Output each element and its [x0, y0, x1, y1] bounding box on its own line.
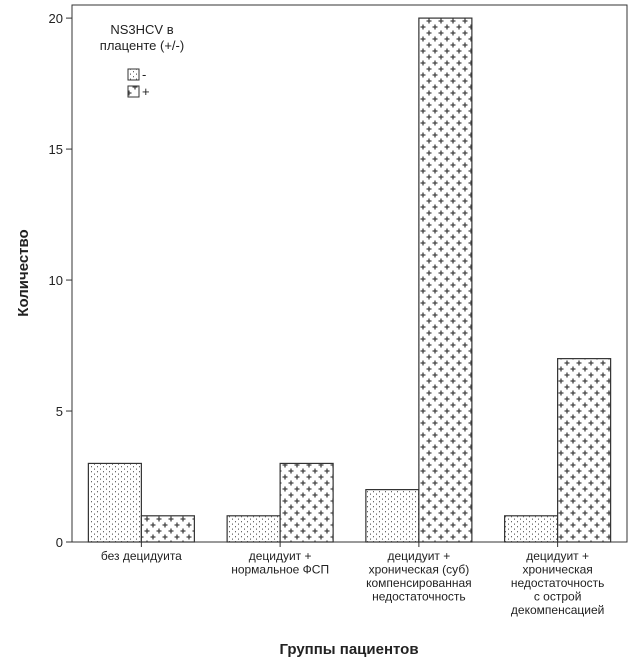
legend-swatch-minus: [127, 68, 140, 81]
bar-minus-3: [365, 489, 420, 543]
y-tick-label: 20: [49, 11, 63, 26]
bar-plus-3: [418, 17, 473, 543]
bar-minus-4: [504, 515, 559, 543]
bar-minus-1: [87, 462, 142, 543]
y-tick-label: 5: [56, 404, 63, 419]
x-axis: без децидуита децидуит + нормальное ФСП дец…: [101, 542, 605, 617]
legend: NS3HCV в плаценте (+/-) - +: [100, 22, 184, 99]
x-category-label: децидуит + хроническая (суб) компенсирован…: [366, 549, 472, 604]
y-axis: 0 5 10 15 20: [49, 11, 72, 550]
plot-frame: [71, 4, 628, 543]
legend-label-minus: -: [142, 67, 146, 82]
bar-plus-2: [279, 462, 334, 543]
x-category-label: без децидуита: [101, 549, 182, 563]
bars: [87, 17, 612, 543]
x-category-label: децидуит + хроническая недостаточность с ос…: [511, 549, 605, 617]
bar-plus-4: [557, 358, 612, 543]
legend-title-line-2: плаценте (+/-): [100, 38, 184, 53]
bar-plus-1: [140, 515, 195, 543]
x-axis-title: Группы пациентов: [279, 641, 418, 658]
y-tick-label: 15: [49, 142, 63, 157]
x-category-label: децидуит + нормальное ФСП: [231, 549, 329, 577]
legend-title-line-1: NS3HCV в: [110, 22, 173, 37]
y-tick-label: 0: [56, 535, 63, 550]
y-tick-label: 10: [49, 273, 63, 288]
legend-label-plus: +: [142, 84, 150, 99]
bar-minus-2: [226, 515, 281, 543]
legend-swatch-plus: [127, 85, 140, 98]
y-axis-title: Количество: [15, 229, 32, 316]
